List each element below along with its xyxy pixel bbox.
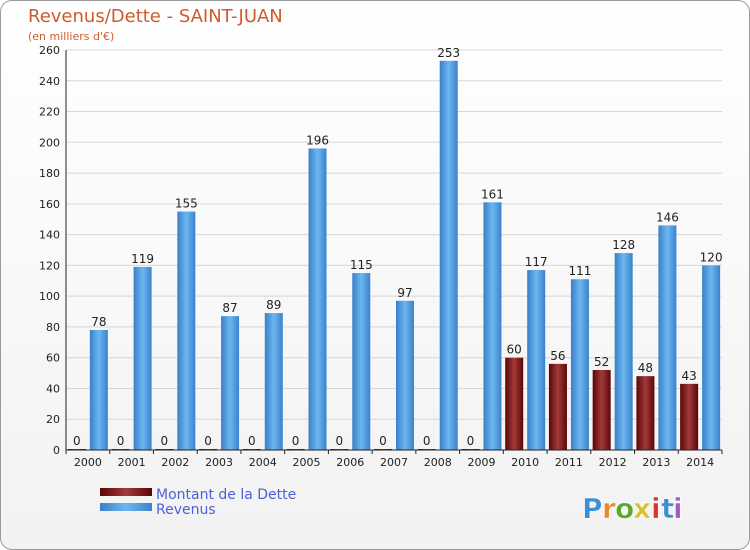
bar-debt (592, 370, 611, 450)
bar-debt (680, 383, 699, 450)
x-tick-label: 2011 (555, 456, 583, 469)
chart-title: Revenus/Dette - SAINT-JUAN (28, 6, 283, 27)
bar-revenus (483, 202, 502, 450)
y-tick-label: 0 (53, 444, 60, 457)
data-label: 0 (423, 434, 431, 448)
data-label: 0 (292, 434, 300, 448)
data-label: 0 (379, 434, 387, 448)
legend-swatch-debt (100, 488, 152, 496)
data-label: 78 (91, 315, 106, 329)
data-label: 52 (594, 355, 609, 369)
legend-swatch-revenus (100, 503, 152, 511)
y-tick-label: 260 (39, 44, 60, 57)
data-label: 146 (656, 210, 679, 224)
x-tick-label: 2003 (205, 456, 233, 469)
logo-letter: x (633, 492, 651, 525)
bar-revenus (396, 300, 414, 450)
y-tick-label: 80 (46, 321, 60, 334)
data-label: 119 (131, 252, 154, 266)
data-label: 128 (612, 238, 635, 252)
x-tick-label: 2004 (249, 456, 277, 469)
logo-letter: t (661, 492, 674, 525)
bar-revenus (527, 270, 546, 450)
legend-label-revenus: Revenus (156, 502, 216, 518)
data-label: 253 (437, 46, 460, 60)
data-label: 0 (73, 434, 81, 448)
y-tick-label: 180 (39, 167, 60, 180)
legend-label-debt: Montant de la Dette (156, 487, 296, 503)
chart-subtitle: (en milliers d'€) (28, 30, 114, 43)
bar-debt (505, 357, 524, 450)
data-label: 120 (700, 250, 723, 264)
x-tick-label: 2001 (118, 456, 146, 469)
x-tick-label: 2012 (599, 456, 627, 469)
y-tick-label: 100 (39, 290, 60, 303)
data-label: 115 (350, 258, 373, 272)
bars: 0 78 0 119 0 155 0 87 0 89 0 196 0 115 0 97 0 253 0 161 60 11… (67, 46, 723, 451)
bar-revenus (264, 313, 283, 450)
data-label: 0 (161, 434, 169, 448)
x-tick-label: 2013 (642, 456, 670, 469)
y-tick-label: 160 (39, 198, 60, 211)
logo-letter: P (582, 492, 603, 525)
bar-debt (548, 363, 567, 450)
x-axis: 2000 2001 2002 2003 2004 2005 2006 2007 2008 2009… (65, 449, 723, 469)
x-tick-label: 2005 (293, 456, 321, 469)
data-label: 0 (335, 434, 343, 448)
bar-revenus (221, 316, 240, 450)
x-tick-label: 2000 (74, 456, 102, 469)
data-label: 0 (117, 434, 125, 448)
y-tick-label: 120 (39, 259, 60, 272)
y-tick-label: 20 (46, 413, 60, 426)
bar-revenus (614, 253, 633, 450)
y-tick-label: 240 (39, 75, 60, 88)
x-tick-label: 2007 (380, 456, 408, 469)
bar-revenus (702, 265, 721, 450)
data-label: 56 (550, 349, 565, 363)
bar-revenus (308, 148, 327, 450)
bar-revenus (439, 60, 458, 451)
bar-revenus (570, 279, 589, 450)
bar-revenus (658, 225, 677, 450)
data-label: 60 (507, 343, 522, 357)
logo-letter: r (602, 492, 616, 525)
y-tick-label: 140 (39, 229, 60, 242)
data-label: 43 (681, 369, 696, 383)
data-label: 0 (204, 434, 212, 448)
x-tick-label: 2009 (467, 456, 495, 469)
data-label: 161 (481, 187, 504, 201)
logo-letter: i (673, 492, 683, 525)
logo-letter: i (651, 492, 661, 525)
data-label: 87 (222, 301, 237, 315)
y-tick-label: 60 (46, 352, 60, 365)
data-label: 89 (266, 298, 281, 312)
legend: Montant de la Dette Revenus (100, 487, 296, 518)
data-label: 117 (525, 255, 548, 269)
data-label: 111 (568, 264, 591, 278)
data-label: 196 (306, 133, 329, 147)
data-label: 48 (638, 361, 653, 375)
x-tick-label: 2006 (336, 456, 364, 469)
logo-letter: o (615, 492, 634, 525)
data-label: 0 (248, 434, 256, 448)
data-label: 97 (397, 286, 412, 300)
y-tick-label: 200 (39, 136, 60, 149)
bar-revenus (352, 273, 371, 450)
y-tick-label: 40 (46, 382, 60, 395)
x-tick-label: 2014 (686, 456, 714, 469)
x-tick-label: 2002 (161, 456, 189, 469)
y-tick-label: 220 (39, 106, 60, 119)
bar-revenus (177, 211, 196, 450)
bar-revenus (133, 266, 152, 450)
x-tick-label: 2010 (511, 456, 539, 469)
bar-debt (636, 376, 655, 450)
y-axis: 0 20 40 60 80 100 120 140 160 180 200 220 240 260 (39, 44, 67, 457)
data-label: 0 (467, 434, 475, 448)
bar-revenus (89, 330, 108, 450)
x-tick-label: 2008 (424, 456, 452, 469)
data-label: 155 (175, 197, 198, 211)
